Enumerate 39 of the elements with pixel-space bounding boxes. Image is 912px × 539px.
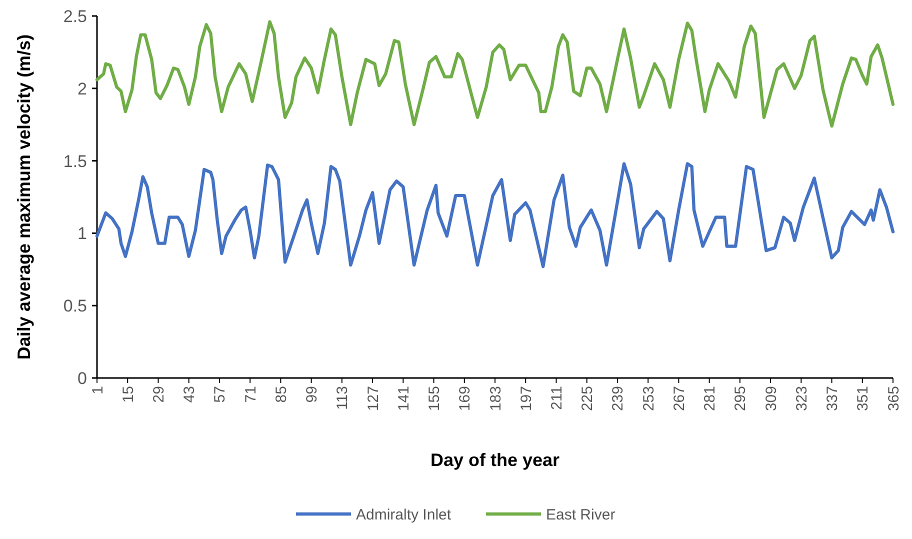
x-tick-label: 225 [579, 386, 596, 412]
x-tick-label: 239 [610, 386, 627, 412]
x-tick-label: 57 [212, 386, 229, 403]
x-tick-label: 267 [670, 386, 688, 412]
line-series [95, 162, 895, 268]
y-tick-label: 2 [78, 79, 87, 98]
line-series [95, 20, 895, 128]
x-axis-title: Day of the year [430, 450, 560, 470]
x-tick-label: 113 [334, 386, 352, 410]
x-tick-label: 1 [89, 386, 106, 394]
x-tick-label: 309 [762, 386, 780, 412]
y-tick-label: 0 [78, 368, 87, 388]
x-tick-label: 29 [150, 386, 168, 403]
x-tick-label: 295 [732, 386, 750, 412]
x-tick-label: 183 [487, 386, 504, 412]
x-tick-label: 15 [120, 386, 137, 403]
x-tick-label: 323 [793, 386, 810, 412]
x-tick-label: 253 [640, 386, 658, 412]
x-tick-label: 337 [824, 386, 842, 412]
x-tick-label: 155 [426, 386, 444, 412]
y-tick-label: 1.5 [63, 152, 87, 171]
x-tick-label: 169 [456, 386, 474, 412]
x-tick-label: 351 [854, 386, 872, 412]
y-tick-label: 1 [78, 224, 87, 244]
x-tick-label: 99 [304, 386, 321, 403]
x-tick-label: 71 [242, 386, 260, 403]
x-tick-label: 85 [272, 386, 290, 403]
legend-label: Admiralty Inlet [356, 506, 452, 524]
x-tick-label: 127 [364, 386, 382, 412]
x-tick-label: 141 [395, 386, 412, 412]
y-axis-title: Daily average maximum velocity (m/s) [14, 34, 34, 360]
x-tick-label: 43 [181, 386, 198, 403]
x-tick-label: 197 [518, 386, 535, 412]
x-tick-label: 211 [548, 386, 566, 410]
legend-label: East River [546, 506, 616, 524]
y-tick-label: 0.5 [63, 296, 87, 316]
x-tick-label: 281 [702, 386, 719, 412]
y-tick-label: 2.5 [63, 6, 87, 26]
x-tick-label: 365 [885, 386, 902, 412]
